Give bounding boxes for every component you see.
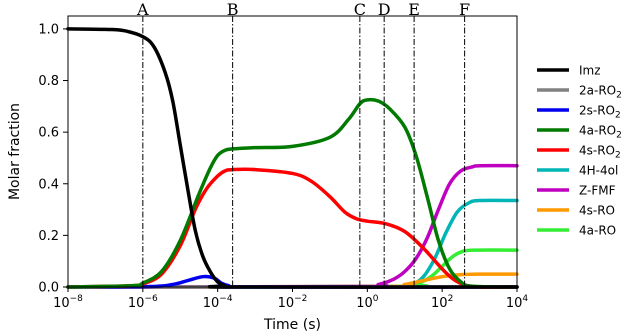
y-tick-label: 0.0 bbox=[38, 281, 59, 296]
y-tick-label: 0.4 bbox=[38, 177, 59, 192]
y-tick-label: 0.2 bbox=[38, 229, 59, 244]
legend-label-4a: 4a-RO2 bbox=[579, 124, 622, 141]
legend-label-4aro: 4a-RO bbox=[579, 224, 616, 238]
legend-label-4sro: 4s-RO bbox=[579, 204, 615, 218]
x-axis-label: Time (s) bbox=[263, 317, 321, 333]
y-tick-label: 0.8 bbox=[38, 74, 59, 89]
legend-label-2a: 2a-RO2 bbox=[579, 84, 622, 101]
legend-label-zfmf: Z-FMF bbox=[579, 184, 616, 198]
series-line-imz bbox=[66, 27, 519, 289]
y-tick-label: 0.6 bbox=[38, 126, 59, 141]
legend-label-4s: 4s-RO2 bbox=[579, 144, 621, 161]
x-tick-label: 100 bbox=[356, 294, 379, 311]
tick-layer: 10−8 10−6 10−4 10−2 100 102 104 0.0 0.2 0.4 0.6 0.8… bbox=[38, 22, 528, 311]
series-layer bbox=[66, 27, 519, 289]
x-tick-label: 102 bbox=[431, 294, 453, 311]
legend-label-2s: 2s-RO2 bbox=[579, 104, 621, 121]
x-tick-label: 10−6 bbox=[128, 294, 158, 311]
x-tick-label: 104 bbox=[506, 294, 529, 311]
marker-label-f: F bbox=[459, 0, 470, 19]
legend-label-4h: 4H-4ol bbox=[579, 164, 618, 178]
y-axis-label: Molar fraction bbox=[7, 103, 23, 200]
x-tick-label: 10−8 bbox=[53, 294, 83, 311]
legend-label-imz: Imz bbox=[579, 64, 601, 78]
marker-label-d: D bbox=[378, 0, 391, 19]
marker-label-e: E bbox=[408, 0, 420, 19]
plot-frame bbox=[67, 15, 518, 288]
marker-label-a: A bbox=[136, 0, 149, 19]
series-line-4a bbox=[66, 97, 519, 289]
y-tick-label: 1.0 bbox=[38, 22, 59, 37]
marker-label-c: C bbox=[354, 0, 366, 19]
series-line-4s bbox=[66, 167, 519, 289]
marker-label-b: B bbox=[227, 0, 239, 19]
x-tick-label: 10−2 bbox=[278, 294, 308, 311]
legend: Imz 2a-RO2 2s-RO2 4a-RO2 4s-RO2 4H-4ol Z-FMF 4s… bbox=[537, 64, 622, 238]
x-tick-label: 10−4 bbox=[203, 294, 233, 311]
